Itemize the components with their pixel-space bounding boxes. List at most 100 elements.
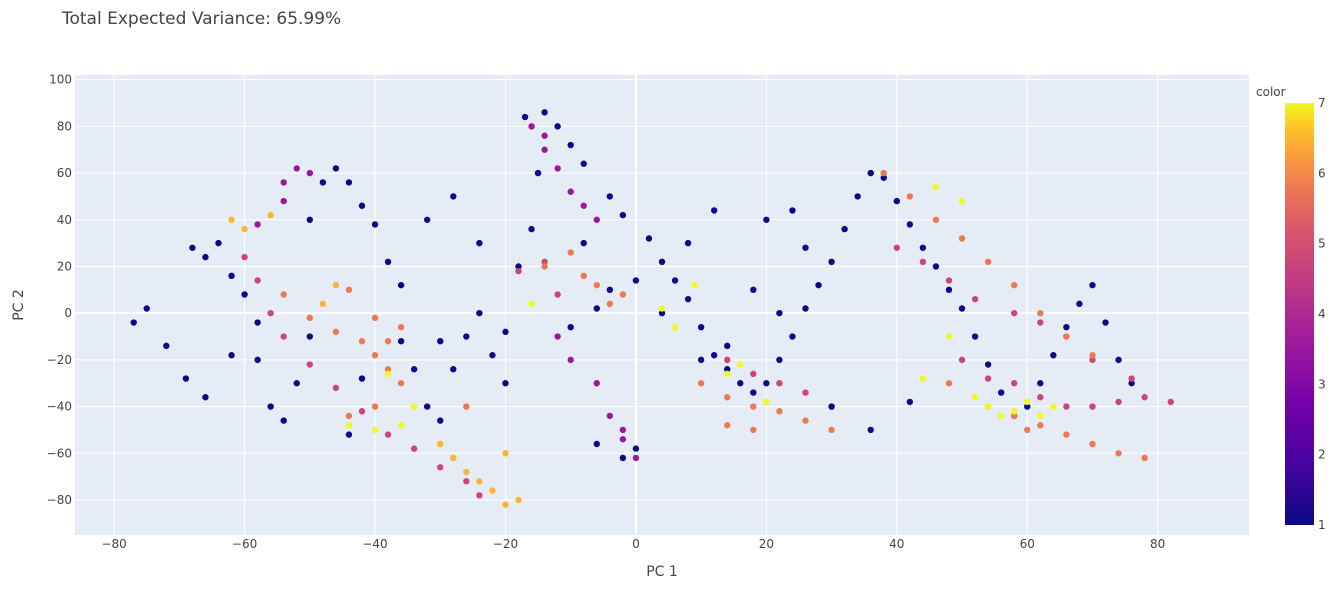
x-axis-title: PC 1 xyxy=(646,564,678,580)
data-point xyxy=(254,319,261,326)
data-point xyxy=(306,361,313,368)
data-point xyxy=(397,323,405,331)
data-point xyxy=(437,440,444,448)
data-point xyxy=(1037,412,1044,420)
data-point xyxy=(606,412,614,420)
data-point xyxy=(410,403,418,410)
data-point xyxy=(1089,440,1096,448)
y-axis-ticks: −80 −60 −40 −20 0 20 40 60 80 100 xyxy=(47,73,72,507)
data-point xyxy=(384,337,392,345)
data-point xyxy=(724,366,731,373)
data-point xyxy=(306,333,313,340)
data-point xyxy=(971,333,979,340)
x-tick-label: −60 xyxy=(232,537,257,551)
data-point xyxy=(1050,352,1057,359)
data-point xyxy=(671,277,679,284)
y-axis-title: PC 2 xyxy=(11,289,27,321)
data-point xyxy=(241,225,248,233)
data-point xyxy=(763,216,770,223)
data-point xyxy=(893,197,900,205)
data-point xyxy=(502,380,509,387)
data-point xyxy=(763,380,770,387)
data-point xyxy=(267,211,274,219)
colorbar-tick-label: 7 xyxy=(1318,96,1326,110)
data-point xyxy=(724,342,731,350)
data-point xyxy=(1037,319,1044,326)
data-point xyxy=(371,221,379,228)
data-point xyxy=(502,450,509,457)
data-point xyxy=(202,253,209,261)
data-point xyxy=(437,464,444,471)
data-point xyxy=(737,361,744,368)
data-point xyxy=(606,300,614,308)
data-point xyxy=(450,193,457,200)
x-axis-ticks: −80 −60 −40 −20 0 20 40 60 80 xyxy=(101,537,1165,551)
data-point xyxy=(919,244,927,251)
data-point xyxy=(280,179,287,186)
data-point xyxy=(841,225,848,233)
data-point xyxy=(984,361,992,368)
data-point xyxy=(697,380,705,387)
data-point xyxy=(1024,426,1031,434)
data-point xyxy=(371,352,379,359)
data-point xyxy=(345,431,353,438)
data-point xyxy=(437,337,444,345)
data-point xyxy=(345,286,353,294)
data-point xyxy=(932,216,940,223)
data-point xyxy=(724,422,731,429)
data-point xyxy=(254,277,261,284)
data-point xyxy=(293,380,300,387)
data-point xyxy=(521,113,529,121)
data-point xyxy=(450,454,457,462)
data-point xyxy=(332,384,340,392)
data-point xyxy=(280,197,287,205)
data-point xyxy=(945,380,953,387)
data-point xyxy=(463,333,470,340)
data-point xyxy=(632,445,640,452)
data-point xyxy=(1050,403,1057,410)
data-point xyxy=(541,263,548,270)
y-tick-label: −40 xyxy=(47,400,72,414)
data-point xyxy=(1037,380,1044,387)
data-point xyxy=(567,141,574,149)
data-point xyxy=(593,216,600,223)
data-point xyxy=(567,323,574,331)
data-point xyxy=(489,487,496,494)
data-point xyxy=(580,272,587,280)
data-point xyxy=(750,403,757,410)
data-point xyxy=(371,426,379,434)
data-point xyxy=(828,426,835,434)
data-point xyxy=(671,323,679,331)
data-point xyxy=(1102,319,1109,326)
data-point xyxy=(632,277,640,284)
data-point xyxy=(984,258,992,266)
data-point xyxy=(828,258,835,266)
data-point xyxy=(1037,394,1044,401)
data-point xyxy=(228,216,235,223)
data-point xyxy=(1011,380,1018,387)
data-point xyxy=(580,239,587,247)
y-tick-label: 60 xyxy=(57,166,72,180)
data-point xyxy=(971,295,979,303)
data-point xyxy=(397,337,405,345)
data-point xyxy=(906,193,914,200)
data-points xyxy=(130,109,1174,508)
data-point xyxy=(515,496,522,504)
data-point xyxy=(306,216,313,223)
data-point xyxy=(593,380,600,387)
data-point xyxy=(534,169,542,177)
data-point xyxy=(476,478,483,485)
data-point xyxy=(1011,408,1018,415)
colorbar-tick-label: 5 xyxy=(1318,237,1326,251)
y-tick-label: 40 xyxy=(57,213,72,227)
data-point xyxy=(789,207,796,214)
data-point xyxy=(1024,398,1031,406)
data-point xyxy=(1037,309,1044,317)
data-point xyxy=(1024,403,1031,410)
data-point xyxy=(815,281,822,289)
data-point xyxy=(228,352,235,359)
colorbar-title: color xyxy=(1256,85,1286,99)
data-point xyxy=(476,239,483,247)
data-point xyxy=(958,356,966,364)
data-point xyxy=(476,492,483,499)
